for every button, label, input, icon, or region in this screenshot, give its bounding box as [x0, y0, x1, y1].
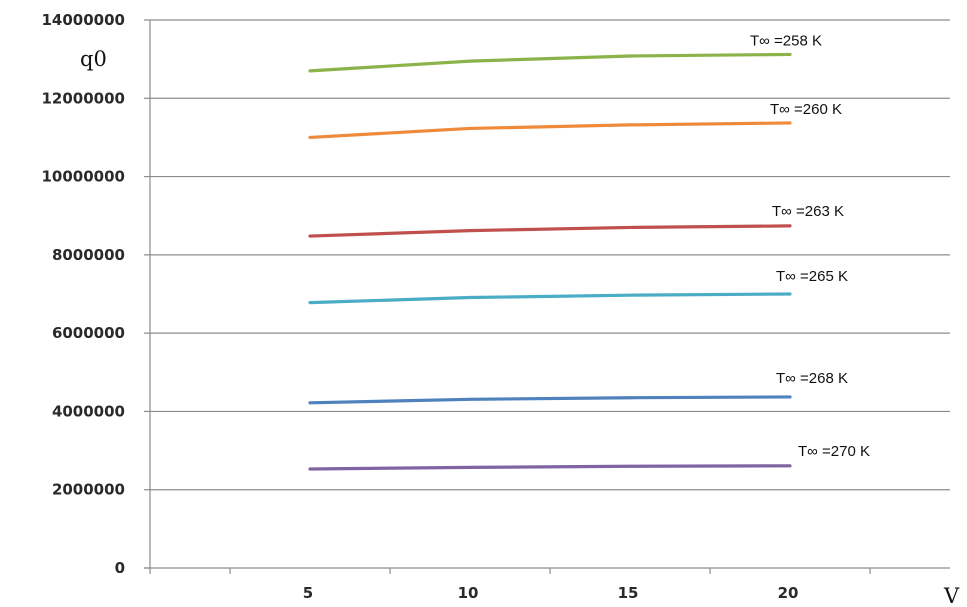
series-label: T∞ =268 K: [776, 370, 848, 387]
series-line: [308, 52, 792, 73]
y-axis-title: q0: [80, 47, 107, 71]
series-line: [308, 464, 792, 471]
x-axis-title: V: [943, 584, 960, 607]
x-tick-label: 5: [303, 584, 313, 602]
y-tick-label: 10000000: [42, 168, 126, 186]
series-label: T∞ =258 K: [750, 32, 822, 49]
y-tick-labels: 0 2000000 4000000 6000000 8000000 10000000 120…: [42, 11, 126, 577]
y-tick-label: 8000000: [52, 246, 125, 264]
y-tick-label: 0: [115, 559, 125, 577]
series-label: T∞ =265 K: [776, 268, 848, 285]
axes: [144, 19, 950, 574]
y-tick-label: 14000000: [42, 11, 126, 29]
x-tick-label: 10: [458, 584, 479, 602]
series-label: T∞ =270 K: [798, 443, 870, 460]
grid-lines: [150, 19, 950, 491]
x-tick-labels: 5 10 15 20: [303, 584, 799, 602]
y-tick-label: 12000000: [42, 89, 126, 107]
y-tick-label: 4000000: [52, 402, 125, 420]
x-tick-label: 20: [778, 584, 799, 602]
x-tick-label: 15: [618, 584, 639, 602]
series-lines: [308, 52, 792, 471]
series-labels: T∞ =258 K T∞ =260 K T∞ =263 K T∞ =265 K T∞ =…: [750, 32, 870, 459]
series-label: T∞ =260 K: [770, 101, 842, 118]
series-line: [308, 224, 792, 238]
series-line: [308, 292, 792, 305]
series-label: T∞ =263 K: [772, 203, 844, 220]
series-line: [308, 395, 792, 405]
series-line: [308, 121, 792, 140]
y-tick-label: 2000000: [52, 481, 125, 499]
y-tick-label: 6000000: [52, 324, 125, 342]
